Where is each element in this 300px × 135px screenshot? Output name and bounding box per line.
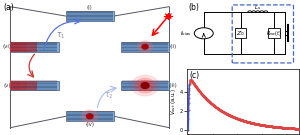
- Text: (i): (i): [87, 5, 93, 10]
- Y-axis label: $V_{out}$ (a.u.): $V_{out}$ (a.u.): [169, 88, 178, 115]
- Circle shape: [138, 80, 152, 91]
- Text: (iv): (iv): [85, 122, 94, 127]
- Bar: [11, 81, 27, 90]
- Text: (b): (b): [188, 3, 199, 12]
- Text: (c): (c): [189, 71, 200, 80]
- Text: $\tau_2$: $\tau_2$: [104, 91, 113, 102]
- Text: (a): (a): [3, 3, 14, 12]
- Text: (iii): (iii): [168, 83, 177, 88]
- Bar: [268, 28, 280, 38]
- Circle shape: [142, 45, 148, 49]
- Text: (v): (v): [3, 83, 10, 88]
- Text: $Z_0$: $Z_0$: [236, 29, 245, 38]
- Bar: [66, 112, 114, 121]
- Bar: [11, 42, 37, 52]
- Text: $I_{bias}$: $I_{bias}$: [179, 29, 191, 38]
- Bar: [11, 81, 37, 90]
- Bar: [11, 42, 58, 52]
- Text: (vi): (vi): [2, 44, 11, 49]
- Text: $L_s$: $L_s$: [254, 3, 261, 12]
- Bar: [11, 42, 27, 52]
- Bar: [11, 81, 20, 90]
- Circle shape: [87, 114, 93, 119]
- Bar: [66, 11, 114, 21]
- Circle shape: [194, 28, 213, 39]
- Bar: [11, 81, 58, 90]
- Text: $\tau_1$: $\tau_1$: [56, 31, 65, 41]
- Bar: [235, 28, 246, 38]
- Bar: [121, 42, 169, 52]
- Text: $R_{nw}(t)$: $R_{nw}(t)$: [266, 29, 282, 38]
- Text: (ii): (ii): [169, 44, 176, 49]
- Circle shape: [137, 41, 153, 53]
- Circle shape: [131, 75, 159, 96]
- Circle shape: [141, 83, 149, 88]
- Bar: [121, 81, 169, 90]
- Circle shape: [135, 78, 155, 93]
- Circle shape: [82, 110, 98, 122]
- Bar: [11, 42, 20, 52]
